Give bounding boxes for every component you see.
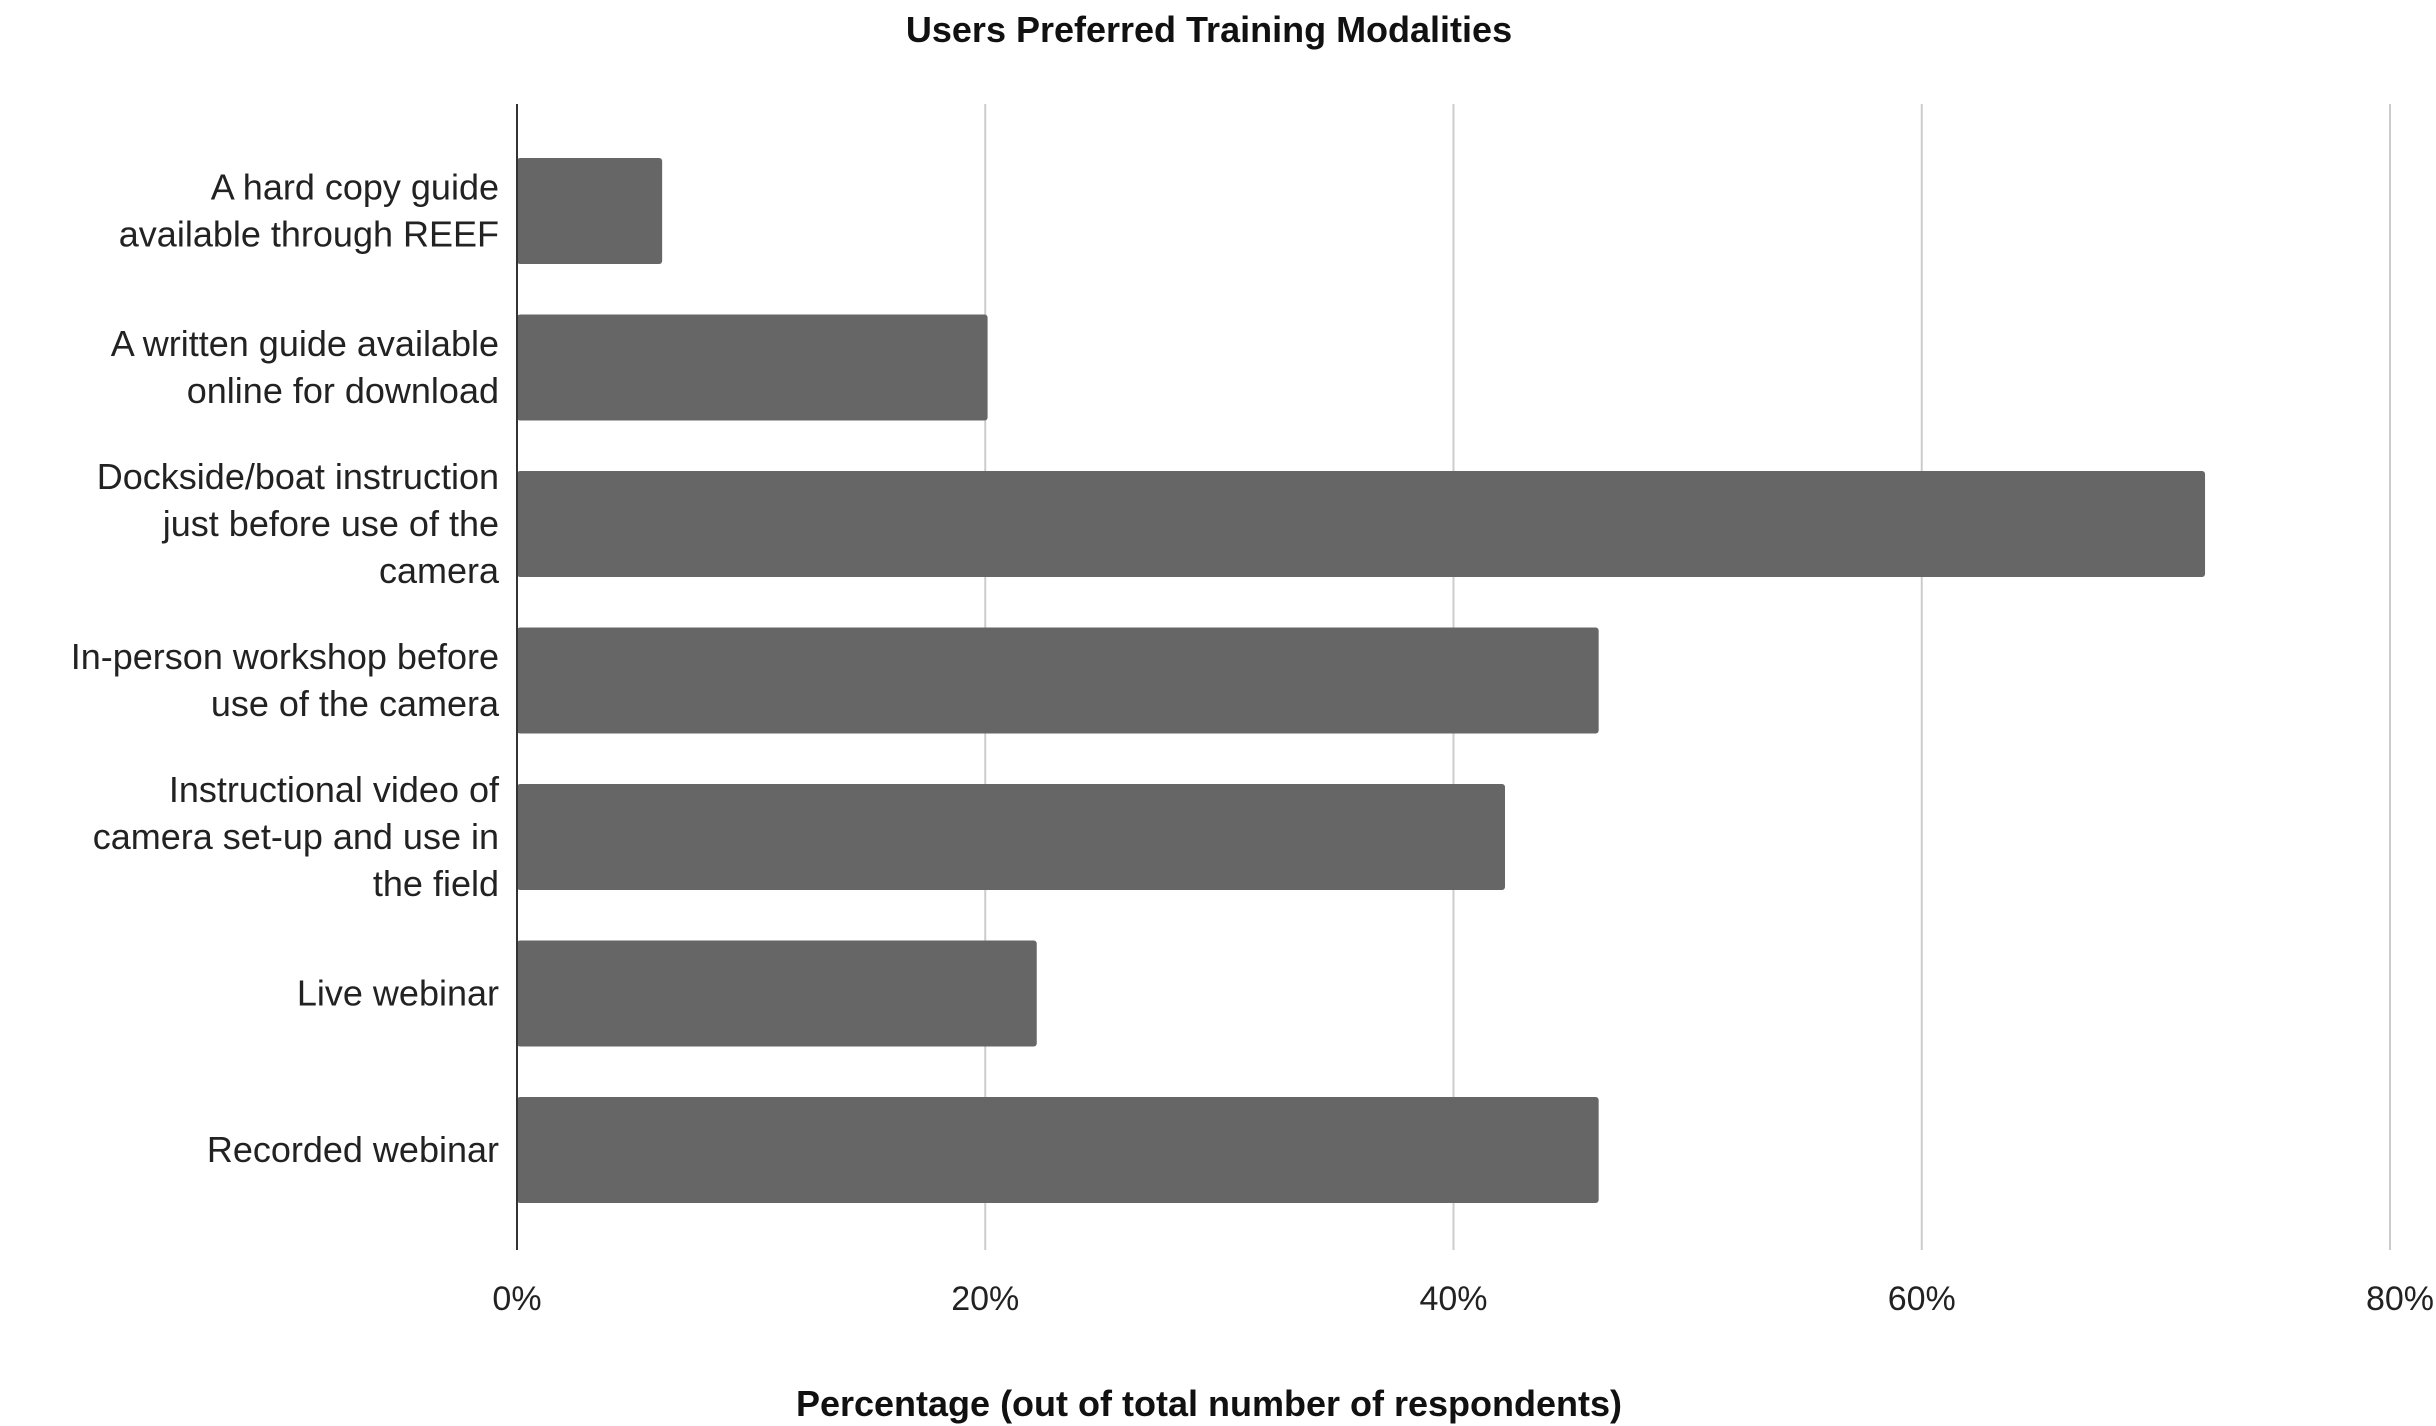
x-tick-label-80: 80% (2366, 1280, 2434, 1318)
bar-2 (517, 471, 2206, 577)
bar-5 (517, 940, 1037, 1047)
x-tick-labels: 0% 20% 40% 60% 80% (492, 1280, 2434, 1318)
bars (517, 158, 2206, 1203)
category-label-5: Live webinar (297, 973, 499, 1014)
x-tick-label-60: 60% (1888, 1280, 1956, 1318)
category-labels: A hard copy guide available through REEF A… (71, 167, 500, 1171)
category-label-2: Dockside/boat instruction just before use… (97, 456, 500, 591)
category-label-6: Recorded webinar (207, 1129, 499, 1170)
bar-4 (517, 784, 1506, 890)
bar-3 (517, 627, 1599, 734)
category-label-4: Instructional video of camera set-up and … (93, 769, 500, 904)
category-label-1: A written guide available online for down… (111, 323, 499, 411)
bar-1 (517, 314, 988, 421)
chart-title: Users Preferred Training Modalities (906, 9, 1512, 50)
bar-0 (517, 158, 663, 264)
x-tick-label-40: 40% (1419, 1280, 1487, 1318)
x-axis-label: Percentage (out of total number of respo… (796, 1383, 1622, 1424)
bar-6 (517, 1097, 1599, 1203)
x-tick-label-20: 20% (951, 1280, 1019, 1318)
x-tick-label-0: 0% (492, 1280, 541, 1318)
category-label-0: A hard copy guide available through REEF (119, 167, 499, 255)
category-label-3: In-person workshop before use of the came… (71, 636, 500, 724)
